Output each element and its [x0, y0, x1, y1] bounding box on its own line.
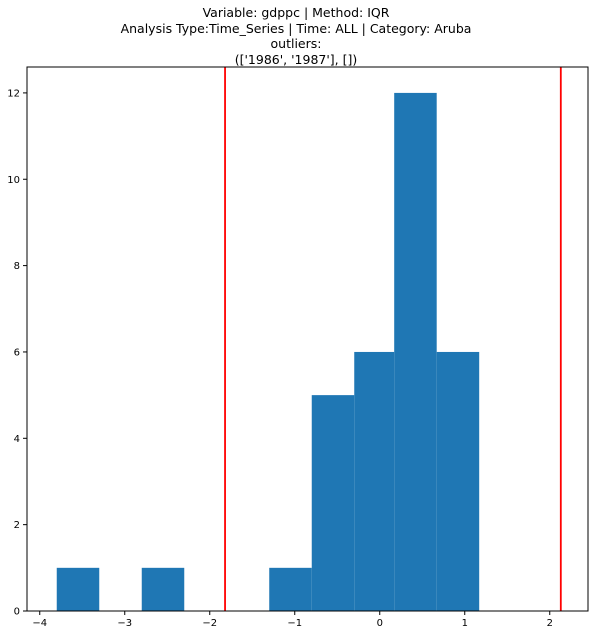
title-line-4: (['1986', '1987'], []): [234, 51, 358, 67]
title-line-2: Analysis Type:Time_Series | Time: ALL | …: [120, 20, 472, 36]
x-axis: −4 −3 −2 −1 0 1 2: [32, 611, 553, 629]
x-tick-label: 0: [377, 618, 383, 629]
y-tick-label: 10: [7, 175, 20, 186]
histogram-bar-9: [394, 92, 437, 611]
threshold-lines: [224, 67, 562, 611]
x-tick-label: −2: [202, 618, 217, 629]
plot-frame: [26, 66, 589, 612]
histogram-bars: [56, 92, 480, 611]
x-tick-label: 1: [462, 618, 468, 629]
histogram-bar-1: [56, 567, 100, 611]
y-tick-label: 2: [14, 520, 20, 531]
histogram-bar-7: [311, 395, 355, 611]
y-tick-label: 4: [14, 434, 20, 445]
y-tick-label: 6: [14, 347, 20, 358]
title-line-1: Variable: gdppc | Method: IQR: [202, 5, 390, 20]
x-tick-label: −3: [117, 618, 132, 629]
histogram-bar-8: [354, 351, 395, 611]
y-tick-label: 0: [14, 607, 20, 618]
title-line-3: outliers:: [270, 36, 322, 51]
y-tick-label: 8: [14, 261, 20, 272]
x-tick-label: −4: [32, 618, 47, 629]
histogram-bar-3: [141, 567, 185, 611]
chart-title: Variable: gdppc | Method: IQR Analysis T…: [0, 5, 592, 67]
x-tick-label: −1: [287, 618, 302, 629]
y-tick-label: 12: [7, 88, 20, 99]
histogram-bar-6: [269, 567, 312, 611]
y-axis: 0 2 4 6 8 10 12: [7, 88, 27, 618]
histogram-bar-10: [436, 351, 480, 611]
x-tick-label: 2: [547, 618, 553, 629]
